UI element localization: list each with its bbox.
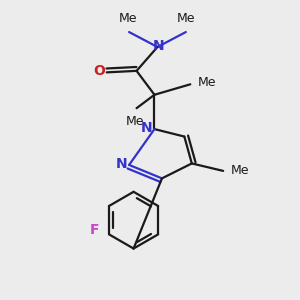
Text: O: O — [93, 64, 105, 79]
Text: Me: Me — [119, 13, 138, 26]
Text: Me: Me — [126, 115, 144, 128]
Text: Me: Me — [231, 164, 249, 176]
Text: Me: Me — [177, 13, 196, 26]
Text: Me: Me — [198, 76, 216, 89]
Text: F: F — [89, 223, 99, 237]
Text: N: N — [153, 39, 165, 53]
Text: N: N — [141, 121, 153, 135]
Text: N: N — [116, 157, 127, 171]
